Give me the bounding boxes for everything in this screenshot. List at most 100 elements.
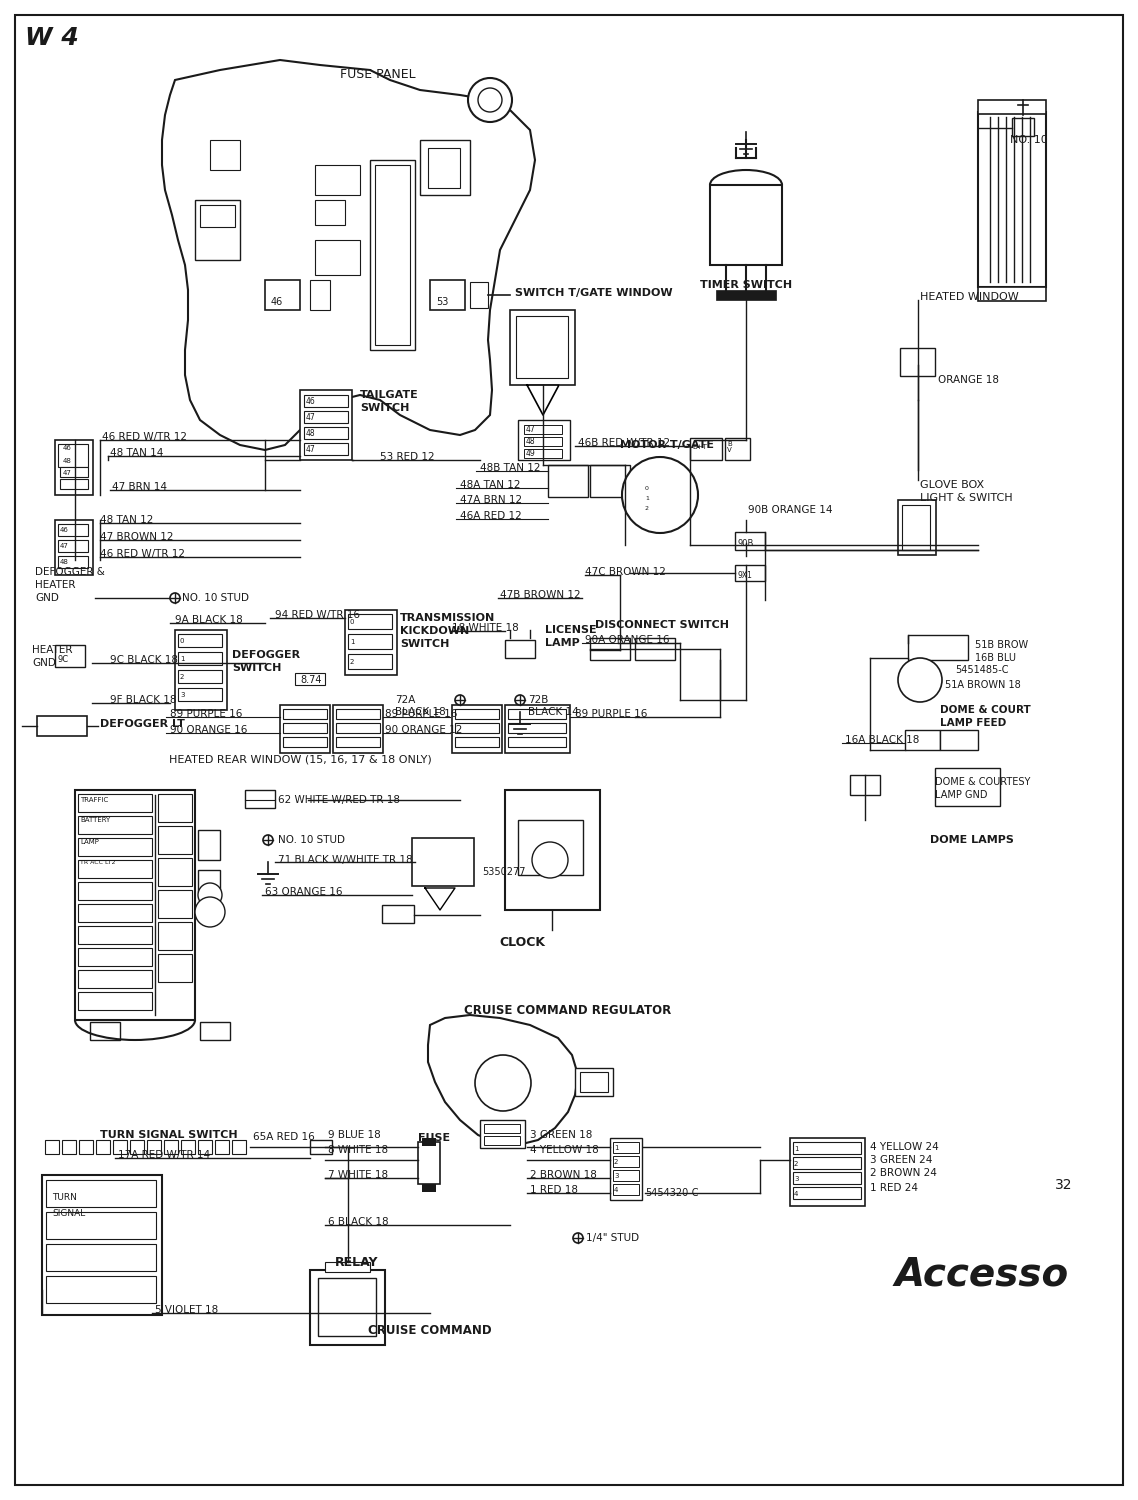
Bar [484,1124,520,1132]
Text: KICKDOWN: KICKDOWN [399,626,469,636]
Bar [79,948,152,966]
Text: 9A BLACK 18: 9A BLACK 18 [175,615,242,626]
Bar [850,776,880,795]
Text: CRUISE COMMAND: CRUISE COMMAND [369,1323,492,1336]
Text: TURN: TURN [52,1192,77,1202]
Text: 47A BRN 12: 47A BRN 12 [460,495,522,506]
Bar [690,438,721,460]
Bar [382,904,414,922]
Text: NO. 10: NO. 10 [1011,135,1048,146]
Text: 1 RED 24: 1 RED 24 [869,1184,918,1192]
Bar [978,112,1046,286]
Bar [580,1072,608,1092]
Text: 4 YELLOW 18: 4 YELLOW 18 [530,1144,599,1155]
Bar [978,100,1046,114]
Text: CRUISE COMMAND REGULATOR: CRUISE COMMAND REGULATOR [464,1004,671,1017]
Bar [283,736,327,747]
Text: 89 PURPLE 16: 89 PURPLE 16 [385,710,457,718]
Text: 89 PURPLE 16: 89 PURPLE 16 [170,710,242,718]
Circle shape [455,694,465,705]
Bar [935,768,1000,806]
Text: 48A TAN 12: 48A TAN 12 [460,480,520,490]
Text: HEATED REAR WINDOW (15, 16, 17 & 18 ONLY): HEATED REAR WINDOW (15, 16, 17 & 18 ONLY… [168,754,431,765]
Bar [46,1276,156,1304]
Bar [716,290,776,300]
Text: 4 YELLOW 24: 4 YELLOW 24 [869,1142,939,1152]
Circle shape [198,884,222,908]
Text: 46 RED W/TR 12: 46 RED W/TR 12 [102,432,187,442]
Text: 90B ORANGE 14: 90B ORANGE 14 [748,506,833,515]
Circle shape [468,78,512,122]
Bar [60,478,88,489]
Bar [158,922,192,950]
Bar [978,286,1046,302]
Text: 1/4" STUD: 1/4" STUD [586,1233,640,1244]
Bar [58,556,88,568]
Bar [178,688,222,700]
Bar [455,736,498,747]
Bar [336,723,380,734]
Bar [178,634,222,646]
Bar [523,448,562,458]
Text: 48B TAN 12: 48B TAN 12 [480,464,541,472]
Bar [725,438,750,460]
Text: 3: 3 [180,692,184,698]
Text: TR ACC LT2: TR ACC LT2 [80,859,115,864]
Bar [158,890,192,918]
Text: FUSE: FUSE [418,1132,451,1143]
Text: 48: 48 [63,458,72,464]
Text: 16B BLU: 16B BLU [975,652,1016,663]
Text: CLOCK: CLOCK [498,936,545,948]
Text: 47: 47 [526,426,536,435]
Text: 72A: 72A [395,694,415,705]
Bar [508,736,566,747]
Bar [304,442,348,454]
Text: 5 VIOLET 18: 5 VIOLET 18 [155,1305,218,1316]
Bar [516,316,568,378]
Bar [908,634,968,660]
Bar [245,790,275,808]
Text: HEATED WINDOW: HEATED WINDOW [920,292,1019,302]
Bar [518,420,570,460]
Bar [613,1170,640,1180]
Bar [505,705,570,753]
Bar [315,240,360,274]
Bar [420,140,470,195]
Text: 3: 3 [615,1173,618,1179]
Bar [418,1142,440,1184]
Bar [164,1140,178,1154]
Text: 62 WHITE W/RED TR 18: 62 WHITE W/RED TR 18 [278,795,399,806]
Text: 90 ORANGE 12: 90 ORANGE 12 [385,724,462,735]
Bar [58,444,88,466]
Text: DOME & COURTESY: DOME & COURTESY [935,777,1030,788]
Text: 63 ORANGE 16: 63 ORANGE 16 [265,886,343,897]
Bar [735,566,765,580]
Bar [900,348,935,376]
Bar [523,436,562,445]
Text: 1: 1 [351,639,355,645]
Text: SWITCH: SWITCH [399,639,450,650]
Bar [79,794,152,812]
Text: DISCONNECT SWITCH: DISCONNECT SWITCH [595,620,729,630]
Bar [232,1140,246,1154]
Text: 5454320-C: 5454320-C [645,1188,699,1198]
Bar [508,710,566,718]
Text: Accesso: Accesso [894,1256,1070,1294]
Bar [55,520,93,574]
PathPatch shape [162,60,535,450]
Bar [38,716,86,736]
Circle shape [170,592,180,603]
Text: LAMP FEED: LAMP FEED [940,718,1006,728]
Bar [79,882,152,900]
Text: NO. 10 STUD: NO. 10 STUD [182,592,249,603]
Bar [300,390,352,460]
Bar [793,1172,861,1184]
Bar [325,1262,370,1272]
Bar [61,1140,76,1154]
Bar [178,652,222,664]
Bar [480,1120,525,1148]
Bar [940,730,978,750]
Text: 5451485-C: 5451485-C [955,664,1008,675]
Bar [643,504,677,512]
Text: HEATER: HEATER [35,580,75,590]
